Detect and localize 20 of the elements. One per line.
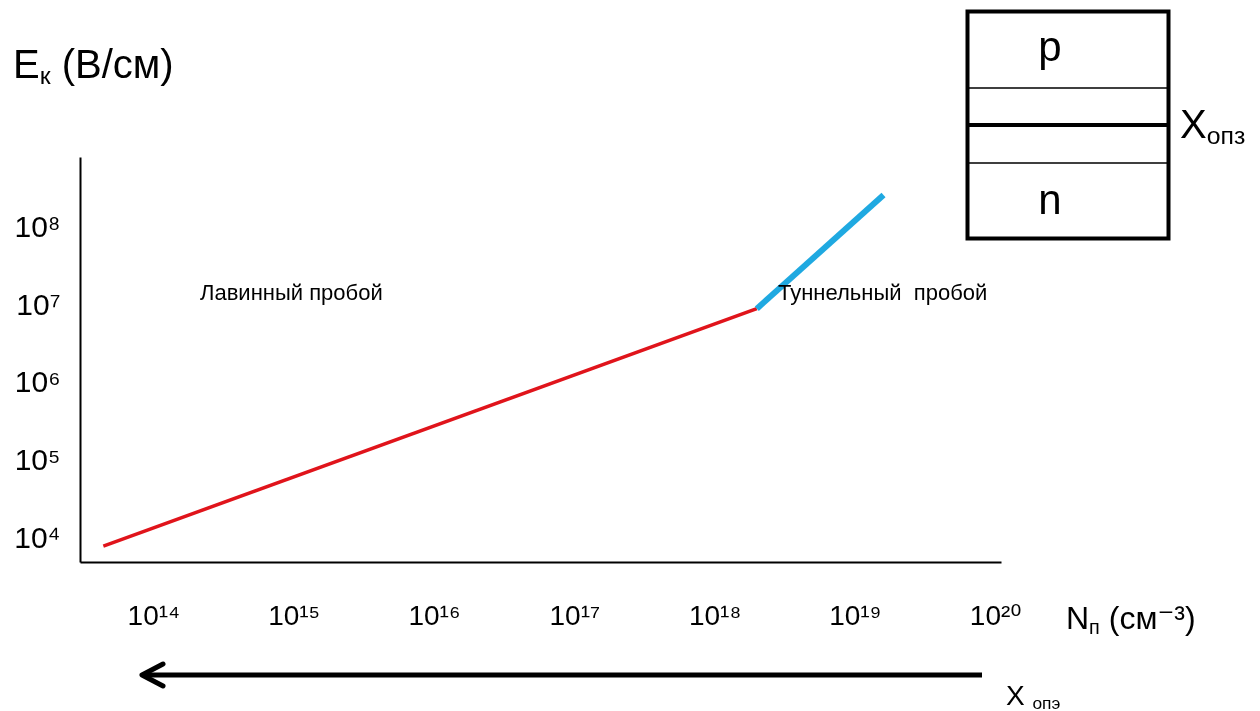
- x-tick-label: 10¹⁸: [688, 599, 742, 631]
- text: X $_{опэ}$: [1006, 680, 1061, 711]
- annotation: Туннельный пробой: [778, 280, 988, 305]
- annotation: Лавинный пробой: [200, 280, 383, 305]
- text: X$_{опз}$: [1180, 102, 1246, 150]
- x-tick-label: 10²⁰: [969, 599, 1022, 631]
- x-tick-label: 10¹⁹: [829, 599, 882, 631]
- text: n: [1038, 176, 1062, 223]
- y-tick-label: 10⁷: [16, 287, 61, 321]
- x-tick-label: 10¹⁷: [549, 599, 601, 631]
- y-axis-title: E$_{к}$ (В/см): [13, 42, 174, 90]
- x-tick-label: 10¹⁵: [268, 599, 321, 631]
- x-tick-label: 10¹⁶: [408, 599, 461, 631]
- x-tick-label: 10¹⁴: [127, 599, 181, 631]
- x-axis-title: N$_{п}$ (см⁻³): [1066, 600, 1196, 638]
- y-tick-label: 10⁸: [14, 209, 61, 243]
- y-tick-label: 10⁴: [14, 521, 61, 555]
- y-tick-label: 10⁶: [14, 365, 61, 399]
- y-tick-label: 10⁵: [14, 443, 61, 477]
- text: p: [1038, 23, 1062, 70]
